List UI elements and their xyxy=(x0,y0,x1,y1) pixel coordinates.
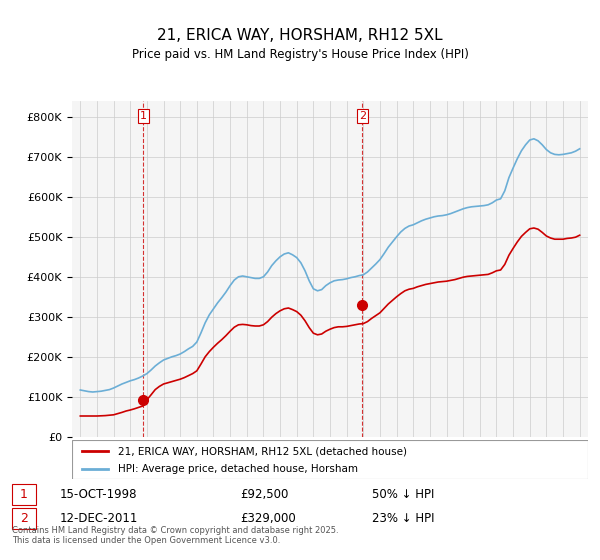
FancyBboxPatch shape xyxy=(12,508,36,529)
Text: 2: 2 xyxy=(20,512,28,525)
Text: 50% ↓ HPI: 50% ↓ HPI xyxy=(372,488,434,501)
Text: Price paid vs. HM Land Registry's House Price Index (HPI): Price paid vs. HM Land Registry's House … xyxy=(131,48,469,60)
Text: 2: 2 xyxy=(359,111,366,121)
Text: 1: 1 xyxy=(20,488,28,501)
Text: 21, ERICA WAY, HORSHAM, RH12 5XL: 21, ERICA WAY, HORSHAM, RH12 5XL xyxy=(157,28,443,43)
Text: 1: 1 xyxy=(140,111,147,121)
FancyBboxPatch shape xyxy=(72,440,588,479)
Text: 12-DEC-2011: 12-DEC-2011 xyxy=(60,512,139,525)
Text: 21, ERICA WAY, HORSHAM, RH12 5XL (detached house): 21, ERICA WAY, HORSHAM, RH12 5XL (detach… xyxy=(118,446,407,456)
Text: Contains HM Land Registry data © Crown copyright and database right 2025.
This d: Contains HM Land Registry data © Crown c… xyxy=(12,526,338,545)
Text: £329,000: £329,000 xyxy=(240,512,296,525)
Text: 23% ↓ HPI: 23% ↓ HPI xyxy=(372,512,434,525)
FancyBboxPatch shape xyxy=(12,484,36,505)
Text: HPI: Average price, detached house, Horsham: HPI: Average price, detached house, Hors… xyxy=(118,464,358,474)
Text: 15-OCT-1998: 15-OCT-1998 xyxy=(60,488,137,501)
Text: £92,500: £92,500 xyxy=(240,488,289,501)
